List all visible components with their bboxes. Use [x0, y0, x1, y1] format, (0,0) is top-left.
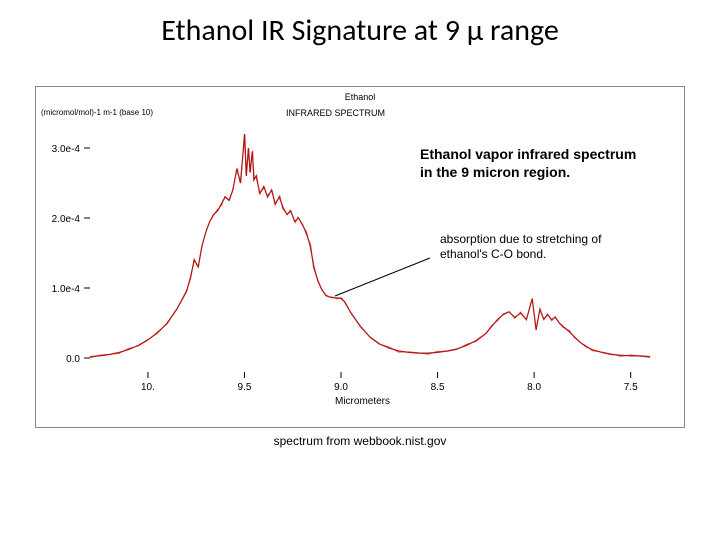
spectrum-chart: 10. 9.5 9.0 8.5 8.0 7.5 0.0 1.0e-4 2.0e-4 3.0e-4 [0, 0, 720, 540]
x-tick-label: 7.5 [624, 382, 638, 393]
annotation-pointer [335, 258, 430, 296]
annotation-title: Ethanol vapor infrared spectrum in the 9… [420, 146, 640, 181]
slide: Ethanol IR Signature at 9 μ range Ethano… [0, 0, 720, 540]
annotation-subtitle: absorption due to stretching of ethanol'… [440, 232, 640, 262]
y-tick-label: 0.0 [66, 354, 80, 365]
x-tick-label: 8.0 [527, 382, 541, 393]
x-tick-label: 9.5 [238, 382, 252, 393]
x-tick-label: 10. [141, 382, 155, 393]
x-axis-label: Micrometers [335, 396, 390, 407]
x-tick-label: 8.5 [431, 382, 445, 393]
footer-credit: spectrum from webbook.nist.gov [0, 434, 720, 448]
y-tick-label: 2.0e-4 [52, 214, 81, 225]
y-tick-label: 3.0e-4 [52, 144, 81, 155]
y-tick-label: 1.0e-4 [52, 284, 81, 295]
x-tick-label: 9.0 [334, 382, 348, 393]
